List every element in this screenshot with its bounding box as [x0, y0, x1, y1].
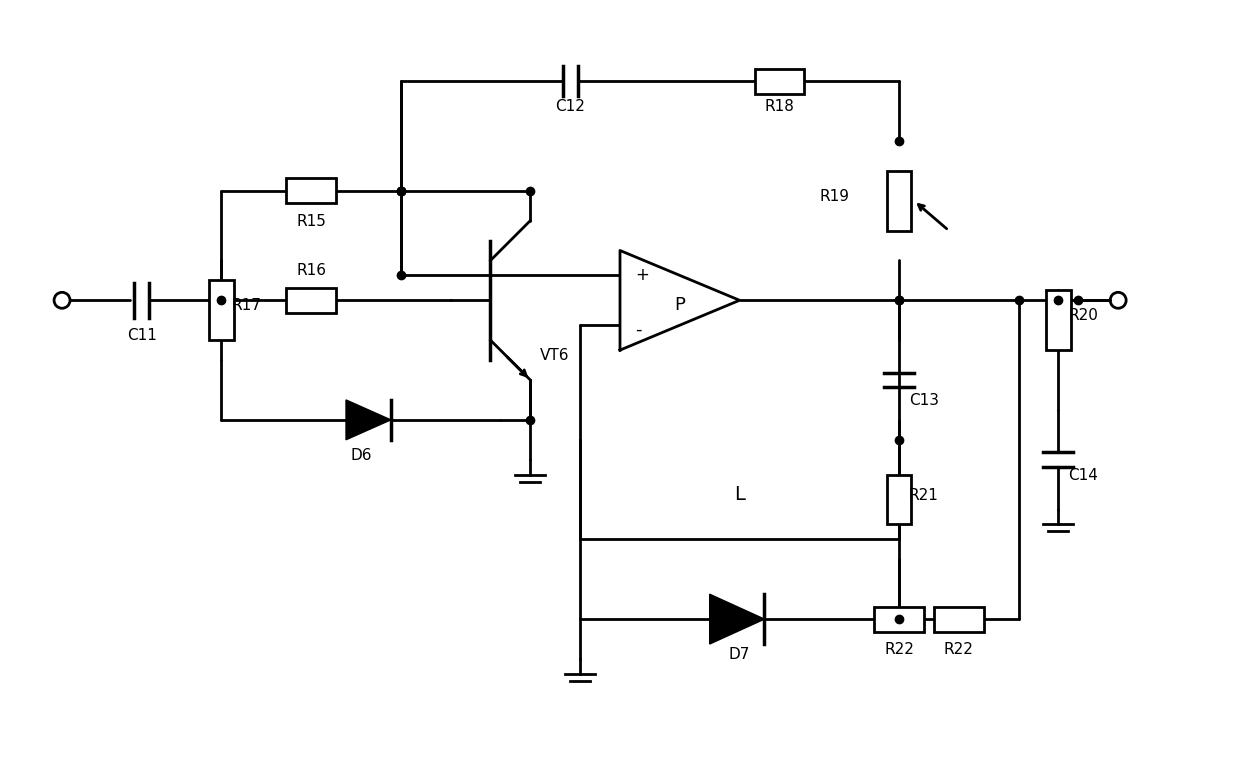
- Text: P: P: [675, 296, 686, 314]
- Text: R20: R20: [1069, 309, 1099, 323]
- Text: D6: D6: [350, 448, 372, 463]
- Bar: [754, 68, 805, 93]
- Bar: [874, 606, 924, 632]
- Bar: [210, 280, 234, 340]
- Text: R22: R22: [884, 642, 914, 657]
- Bar: [887, 171, 911, 230]
- Text: L: L: [734, 485, 745, 504]
- Text: C12: C12: [556, 99, 585, 114]
- Text: R19: R19: [820, 188, 849, 204]
- Bar: [286, 179, 336, 203]
- Text: C13: C13: [909, 393, 939, 408]
- Bar: [286, 288, 336, 313]
- Text: C11: C11: [126, 328, 156, 344]
- Text: C14: C14: [1069, 467, 1099, 483]
- Text: R21: R21: [909, 488, 939, 502]
- Text: R16: R16: [296, 264, 326, 278]
- Text: R15: R15: [296, 214, 326, 229]
- Text: +: +: [635, 266, 649, 284]
- Bar: [1045, 290, 1071, 350]
- Text: R22: R22: [944, 642, 973, 657]
- Polygon shape: [346, 400, 391, 440]
- Polygon shape: [620, 251, 739, 350]
- Polygon shape: [709, 594, 765, 644]
- Text: VT6: VT6: [541, 348, 570, 363]
- Text: -: -: [635, 321, 641, 339]
- Bar: [934, 606, 983, 632]
- Text: R18: R18: [765, 99, 795, 114]
- Bar: [887, 475, 911, 524]
- Text: D7: D7: [729, 647, 750, 662]
- Text: R17: R17: [232, 298, 262, 313]
